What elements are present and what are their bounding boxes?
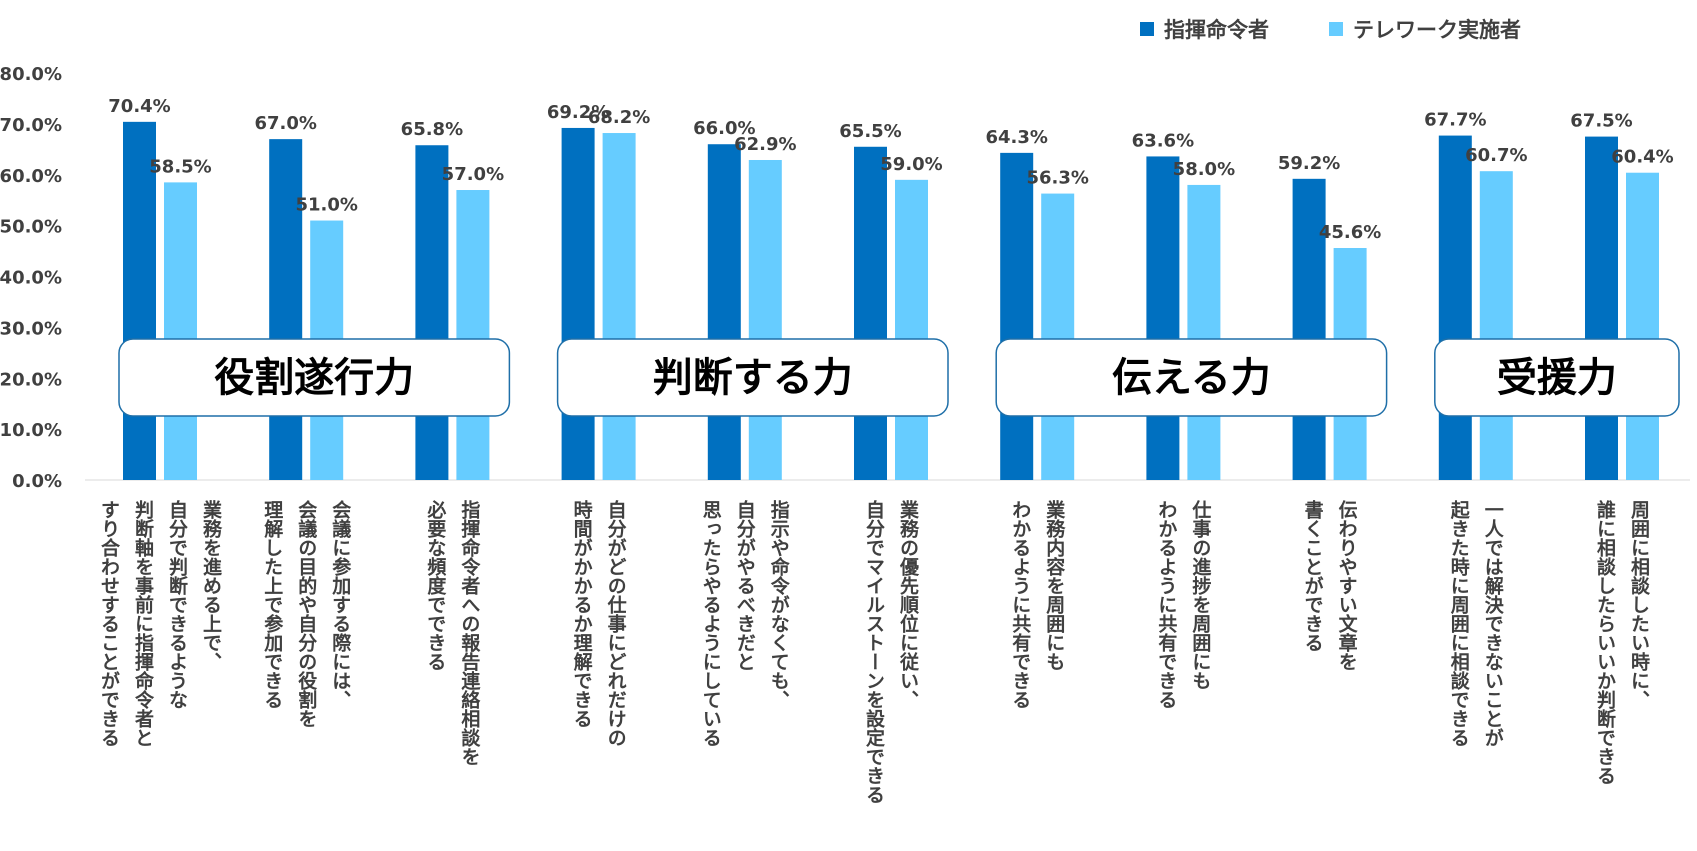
category-label: 書くことができる	[1302, 500, 1324, 652]
bar-series1	[1146, 156, 1180, 480]
legend-swatch-series1	[1140, 22, 1154, 36]
category-label: 思ったらやるようにしている	[700, 500, 722, 747]
category-label: 自分がどの仕事にどれだけの	[605, 499, 628, 747]
bar-series1	[707, 144, 741, 480]
group-label: 受援力	[1497, 355, 1617, 401]
category-label: 伝わりやすい文章を	[1336, 500, 1358, 671]
category-label: 業務内容を周囲にも	[1043, 499, 1066, 671]
y-tick-label: 60.0%	[0, 166, 62, 187]
group-label-box	[995, 338, 1388, 417]
category-label: 周囲に相談したい時に、	[1628, 500, 1650, 709]
bar-series1	[1000, 152, 1034, 480]
category-label: 誰に相談したらいいか判断できる	[1594, 499, 1616, 785]
category-label: 自分がやるべきだと	[734, 499, 756, 671]
category-label: 仕事の進捗を周囲にも	[1189, 499, 1212, 690]
category-label: 必要な頻度でできる	[424, 499, 447, 671]
data-label-series1: 70.4%	[108, 96, 170, 117]
bar-series2	[1479, 171, 1513, 480]
category-label: 会議に参加する際には、	[329, 499, 352, 709]
group-label: 判断する力	[653, 355, 853, 401]
bar-series1	[561, 127, 595, 480]
legend: 指揮命令者 テレワーク実施者	[1140, 14, 1521, 44]
data-label-series2: 58.5%	[149, 156, 211, 177]
category-label: すり合わせすることができる	[98, 500, 120, 747]
data-label-series2: 60.7%	[1465, 145, 1527, 166]
category-label: 会議の目的や自分の役割を	[295, 499, 317, 728]
y-tick-label: 0.0%	[12, 471, 62, 492]
bar-series1	[269, 139, 303, 480]
data-label-series2: 45.6%	[1319, 222, 1381, 243]
category-label: 一人では解決できないことが	[1482, 500, 1504, 747]
category-label: 自分で判断できるような	[166, 499, 188, 709]
data-label-series2: 58.0%	[1173, 159, 1235, 180]
bar-series2	[748, 159, 782, 480]
category-label: 時間がかかるか理解できる	[571, 500, 593, 728]
bar-series1	[1438, 135, 1472, 481]
data-label-series1: 65.8%	[401, 119, 463, 140]
data-label-series1: 63.6%	[1132, 130, 1194, 151]
legend-item-series2: テレワーク実施者	[1329, 14, 1521, 44]
data-label-series1: 67.0%	[254, 113, 316, 134]
legend-label-series2: テレワーク実施者	[1353, 18, 1521, 42]
category-label: 自分でマイルストーンを設定できる	[863, 499, 885, 804]
bar-series1	[123, 121, 156, 480]
group-label-box	[118, 338, 511, 417]
data-label-series1: 67.7%	[1424, 110, 1486, 131]
legend-item-series1: 指揮命令者	[1140, 14, 1269, 44]
category-label: わかるように共有できる	[1155, 500, 1177, 709]
category-label: 判断軸を事前に指揮命令者と	[132, 500, 154, 747]
bar-series1	[854, 146, 887, 481]
group-label-box	[1434, 338, 1680, 417]
bar-series2	[1187, 184, 1221, 481]
y-tick-label: 30.0%	[0, 318, 62, 339]
category-label: わかるように共有できる	[1009, 500, 1031, 709]
category-label: 指示や命令がなくても、	[768, 500, 790, 709]
data-label-series2: 60.4%	[1611, 147, 1673, 168]
category-label: 起きた時に周囲に相談できる	[1448, 500, 1471, 747]
data-label-series2: 56.3%	[1026, 168, 1088, 189]
legend-swatch-series2	[1329, 22, 1343, 36]
group-label: 伝える力	[1112, 355, 1271, 401]
data-label-series2: 57.0%	[442, 164, 504, 185]
bar-series2	[1041, 193, 1075, 481]
bar-series2	[164, 182, 197, 480]
data-label-series1: 64.3%	[985, 127, 1047, 148]
data-label-series2: 51.0%	[295, 195, 357, 216]
bar-series1	[1292, 178, 1326, 480]
data-label-series1: 69.2%	[547, 102, 609, 123]
data-label-series2: 59.0%	[880, 154, 942, 175]
group-label-box	[556, 338, 949, 417]
y-tick-label: 70.0%	[0, 115, 62, 136]
bar-series2	[895, 179, 928, 480]
y-tick-label: 20.0%	[0, 369, 62, 390]
data-label-series1: 65.5%	[839, 121, 901, 142]
category-label: 業務の優先順位に従い、	[897, 499, 920, 709]
data-label-series2: 68.2%	[588, 107, 650, 128]
bar-series1	[1585, 136, 1618, 480]
bar-series2	[602, 133, 636, 480]
legend-label-series1: 指揮命令者	[1164, 18, 1269, 42]
category-label: 指揮命令者への報告連絡相談を	[458, 500, 480, 766]
y-tick-label: 80.0%	[0, 64, 62, 85]
bar-series1	[415, 145, 449, 480]
bar-series2	[456, 190, 490, 480]
data-label-series1: 59.2%	[1278, 153, 1340, 174]
category-label: 業務を進める上で、	[200, 499, 223, 671]
bar-series2	[1626, 172, 1659, 480]
group-label: 役割遂行力	[214, 355, 414, 401]
data-label-series1: 67.5%	[1570, 111, 1632, 132]
category-label: 理解した上で参加できる	[261, 500, 284, 709]
data-label-series1: 66.0%	[693, 118, 755, 139]
y-tick-label: 50.0%	[0, 217, 62, 238]
data-label-series2: 62.9%	[734, 134, 796, 155]
y-tick-label: 40.0%	[0, 268, 62, 289]
y-tick-label: 10.0%	[0, 420, 62, 441]
